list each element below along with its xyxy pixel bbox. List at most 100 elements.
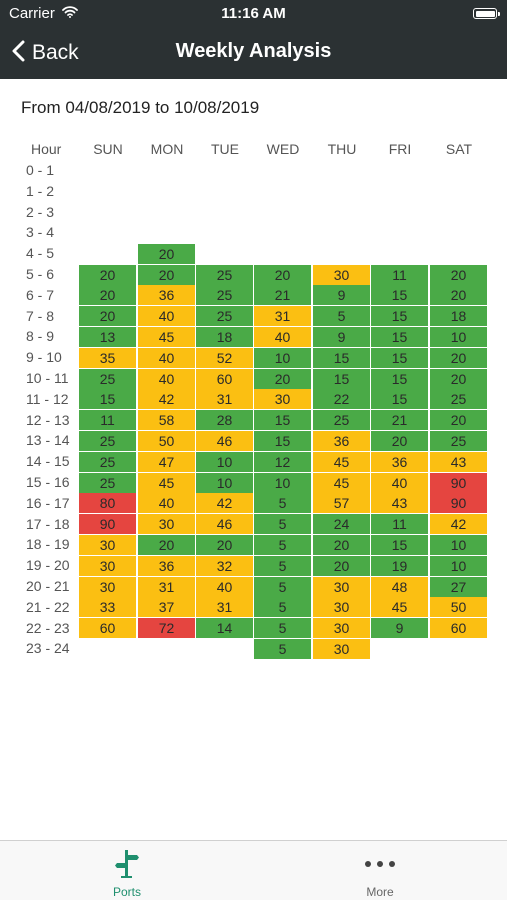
heatmap-cell: 11: [79, 410, 136, 431]
heatmap-cell: 40: [138, 493, 195, 514]
heatmap-cell: 12: [254, 451, 311, 472]
heatmap-cell: 36: [138, 555, 195, 576]
heatmap-cell: 60: [79, 618, 136, 639]
heatmap-cell: 20: [254, 368, 311, 389]
heatmap-cell: 20: [371, 430, 428, 451]
hour-label: 0 - 1: [26, 162, 55, 178]
heatmap-cell: 10: [430, 555, 487, 576]
heatmap-cell: 25: [79, 472, 136, 493]
heatmap-cell: 10: [430, 534, 487, 555]
heatmap-cell: 20: [313, 555, 370, 576]
heatmap-cell: 30: [313, 597, 370, 618]
heatmap-cell: 90: [430, 493, 487, 514]
heatmap-cell: 10: [254, 472, 311, 493]
heatmap-cell: 42: [138, 389, 195, 410]
day-header-tue: TUE: [211, 141, 239, 157]
heatmap-cell: 32: [196, 555, 253, 576]
heatmap-cell: 15: [371, 347, 428, 368]
hour-label: 16 - 17: [26, 494, 70, 511]
heatmap-cell: 90: [430, 472, 487, 493]
heatmap-cell: 45: [313, 472, 370, 493]
signpost-icon: [67, 849, 187, 884]
heatmap-cell: 27: [430, 576, 487, 597]
heatmap-cell: 9: [371, 618, 428, 639]
heatmap-cell: 15: [254, 410, 311, 431]
heatmap-cell: 45: [138, 326, 195, 347]
heatmap-cell: 72: [138, 618, 195, 639]
heatmap-cell: 40: [138, 368, 195, 389]
heatmap-cell: 20: [254, 264, 311, 285]
tab-more[interactable]: More: [320, 841, 440, 901]
tab-ports[interactable]: Ports: [67, 841, 187, 901]
hour-label: 17 - 18: [26, 515, 70, 532]
page-title: Weekly Analysis: [175, 40, 332, 62]
heatmap-cell: 20: [79, 306, 136, 327]
hour-label: 20 - 21: [26, 578, 70, 594]
day-header-wed: WED: [266, 141, 300, 157]
hour-label: 6 - 7: [26, 286, 55, 303]
hour-label: 18 - 19: [26, 536, 70, 553]
heatmap-cell: 5: [254, 514, 311, 535]
hour-label: 1 - 2: [26, 182, 55, 199]
heatmap-cell: 35: [79, 347, 136, 368]
heatmap-cell: 25: [79, 451, 136, 472]
heatmap-cell: 50: [430, 597, 487, 618]
heatmap-cell: 22: [313, 389, 370, 410]
heatmap-cell: 40: [371, 472, 428, 493]
heatmap-cell: 20: [138, 243, 195, 264]
heatmap-cell: 20: [430, 285, 487, 306]
back-button[interactable]: Back: [12, 38, 79, 68]
date-range-label: From 04/08/2019 to 10/08/2019: [21, 98, 260, 117]
heatmap-cell: 43: [371, 493, 428, 514]
heatmap-cell: 60: [196, 368, 253, 389]
heatmap-cell: 40: [138, 306, 195, 327]
heatmap-cell: 33: [79, 597, 136, 618]
carrier-label: Carrier: [9, 5, 55, 22]
more-dots-icon: [320, 849, 440, 884]
heatmap-cell: 52: [196, 347, 253, 368]
hour-label: 22 - 23: [26, 619, 70, 636]
heatmap-cell: 30: [138, 514, 195, 535]
heatmap-cell: 15: [254, 430, 311, 451]
heatmap-cell: 25: [430, 430, 487, 451]
heatmap-cell: 5: [254, 618, 311, 639]
heatmap-cell: 20: [79, 285, 136, 306]
heatmap-cell: 20: [430, 347, 487, 368]
hour-label: 9 - 10: [26, 349, 62, 366]
hour-label: 10 - 11: [26, 370, 69, 386]
hour-label: 19 - 20: [26, 557, 70, 574]
heatmap-cell: 30: [79, 534, 136, 555]
hour-label: 15 - 16: [26, 474, 70, 490]
heatmap-cell: 5: [254, 555, 311, 576]
back-label: Back: [32, 41, 79, 64]
hour-label: 21 - 22: [26, 598, 70, 615]
heatmap-cell: 30: [313, 576, 370, 597]
heatmap-cell: 43: [430, 451, 487, 472]
tab-more-label: More: [366, 885, 394, 899]
heatmap-cell: 58: [138, 410, 195, 431]
heatmap-cell: 48: [371, 576, 428, 597]
hour-column-header: Hour: [31, 141, 62, 157]
heatmap-cell: 60: [430, 618, 487, 639]
heatmap-cell: 15: [371, 326, 428, 347]
heatmap-cell: 9: [313, 285, 370, 306]
heatmap-cell: 30: [313, 264, 370, 285]
hour-label: 5 - 6: [26, 266, 55, 282]
heatmap-cell: 36: [138, 285, 195, 306]
heatmap-cell: 25: [313, 410, 370, 431]
tab-ports-label: Ports: [112, 885, 141, 899]
heatmap-cell: 57: [313, 493, 370, 514]
heatmap-cell: 15: [79, 389, 136, 410]
heatmap-cell: 25: [196, 285, 253, 306]
day-header-fri: FRI: [388, 141, 412, 157]
wifi-icon: [62, 5, 78, 23]
heatmap-cell: 10: [196, 472, 253, 493]
heatmap-cell: 20: [430, 410, 487, 431]
heatmap-cell: 21: [254, 285, 311, 306]
heatmap-cell: 10: [254, 347, 311, 368]
heatmap-cell: 5: [254, 493, 311, 514]
heatmap-cell: 15: [313, 368, 370, 389]
heatmap-cell: 30: [79, 555, 136, 576]
heatmap-cell: 25: [196, 306, 253, 327]
hour-label: 8 - 9: [26, 328, 55, 345]
